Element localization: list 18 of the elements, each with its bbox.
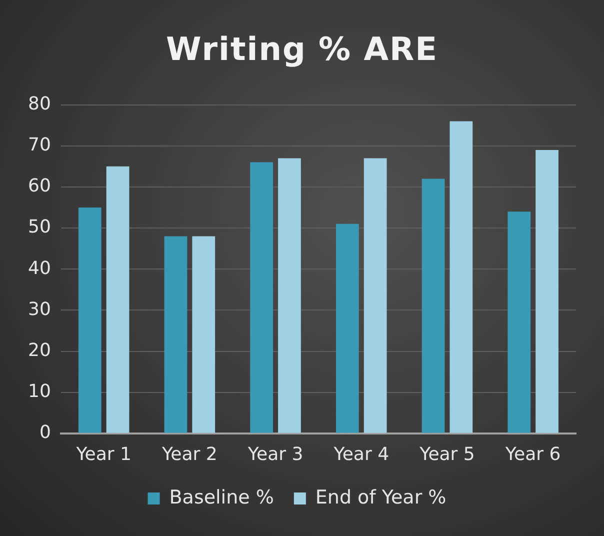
y-tick-label: 40 xyxy=(28,258,51,279)
x-tick-label: Year 1 xyxy=(75,444,132,465)
x-tick-label: Year 2 xyxy=(161,444,218,465)
y-tick-label: 50 xyxy=(28,216,51,238)
legend-label: Baseline % xyxy=(169,486,274,508)
y-tick-label: 20 xyxy=(28,340,51,361)
x-tick-label: Year 3 xyxy=(246,444,304,465)
chart-title: Writing % ARE xyxy=(164,29,440,70)
x-tick-label: Year 5 xyxy=(418,444,475,465)
y-tick-label: 0 xyxy=(39,422,51,444)
x-tick-label: Year 4 xyxy=(332,444,390,465)
y-tick-label: 70 xyxy=(28,134,51,156)
y-tick-label: 10 xyxy=(28,380,51,402)
y-tick-label: 30 xyxy=(28,298,51,320)
y-tick-label: 60 xyxy=(28,176,51,197)
y-tick-label: 80 xyxy=(28,93,51,114)
x-tick-label: Year 6 xyxy=(504,444,561,465)
legend-label: End of Year % xyxy=(315,486,446,508)
